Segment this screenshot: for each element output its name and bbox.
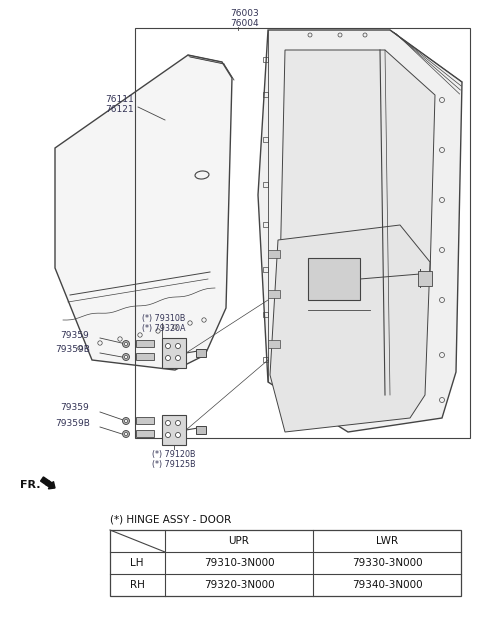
- Bar: [263, 57, 268, 62]
- Text: LH: LH: [130, 558, 144, 568]
- Circle shape: [166, 432, 170, 438]
- Circle shape: [124, 356, 128, 359]
- Text: 79359: 79359: [60, 403, 89, 413]
- Bar: [263, 357, 268, 362]
- Circle shape: [176, 356, 180, 361]
- Text: UPR: UPR: [228, 536, 250, 546]
- Bar: [136, 430, 154, 437]
- Circle shape: [122, 431, 130, 438]
- Circle shape: [166, 420, 170, 425]
- Text: 79359B: 79359B: [55, 418, 90, 427]
- Text: RH: RH: [130, 580, 144, 590]
- Text: 79320-3N000: 79320-3N000: [204, 580, 274, 590]
- Circle shape: [122, 340, 130, 347]
- Bar: [263, 92, 268, 97]
- Text: 76121: 76121: [105, 106, 133, 114]
- Text: (*) HINGE ASSY - DOOR: (*) HINGE ASSY - DOOR: [110, 515, 231, 525]
- Text: 76004: 76004: [230, 18, 259, 27]
- Text: 79359: 79359: [60, 331, 89, 340]
- Circle shape: [122, 417, 130, 424]
- Text: 79340-3N000: 79340-3N000: [352, 580, 422, 590]
- Bar: [263, 182, 268, 187]
- Bar: [263, 267, 268, 272]
- Bar: [162, 415, 186, 445]
- Polygon shape: [270, 225, 430, 432]
- Bar: [135, 28, 470, 438]
- Circle shape: [176, 420, 180, 425]
- Text: 79310-3N000: 79310-3N000: [204, 558, 274, 568]
- Text: (*) 79310B: (*) 79310B: [142, 314, 185, 322]
- Circle shape: [124, 343, 128, 345]
- FancyArrow shape: [41, 477, 55, 489]
- Bar: [196, 426, 206, 434]
- Bar: [268, 340, 280, 348]
- Bar: [308, 258, 360, 300]
- Bar: [263, 137, 268, 142]
- Bar: [196, 349, 206, 357]
- Bar: [110, 530, 461, 596]
- Bar: [162, 338, 186, 368]
- Text: (*) 79125B: (*) 79125B: [152, 460, 196, 469]
- Circle shape: [176, 432, 180, 438]
- Circle shape: [124, 420, 128, 422]
- Text: (*) 79320A: (*) 79320A: [142, 324, 185, 333]
- Polygon shape: [55, 55, 232, 370]
- Bar: [136, 353, 154, 360]
- Polygon shape: [280, 50, 435, 320]
- Circle shape: [166, 343, 170, 349]
- Circle shape: [166, 356, 170, 361]
- Text: (*) 79120B: (*) 79120B: [152, 450, 195, 459]
- Circle shape: [176, 343, 180, 349]
- Bar: [136, 417, 154, 424]
- Bar: [268, 250, 280, 258]
- Text: 79330-3N000: 79330-3N000: [352, 558, 422, 568]
- Bar: [263, 312, 268, 317]
- Bar: [268, 290, 280, 298]
- Circle shape: [124, 432, 128, 436]
- Text: FR.: FR.: [20, 480, 40, 490]
- Bar: [136, 340, 154, 347]
- Polygon shape: [258, 30, 462, 432]
- Text: LWR: LWR: [376, 536, 398, 546]
- Text: 76003: 76003: [230, 10, 259, 18]
- Text: 76111: 76111: [105, 95, 134, 104]
- Text: 79359B: 79359B: [55, 345, 90, 354]
- Circle shape: [122, 354, 130, 361]
- Bar: [263, 222, 268, 227]
- Bar: [418, 271, 432, 286]
